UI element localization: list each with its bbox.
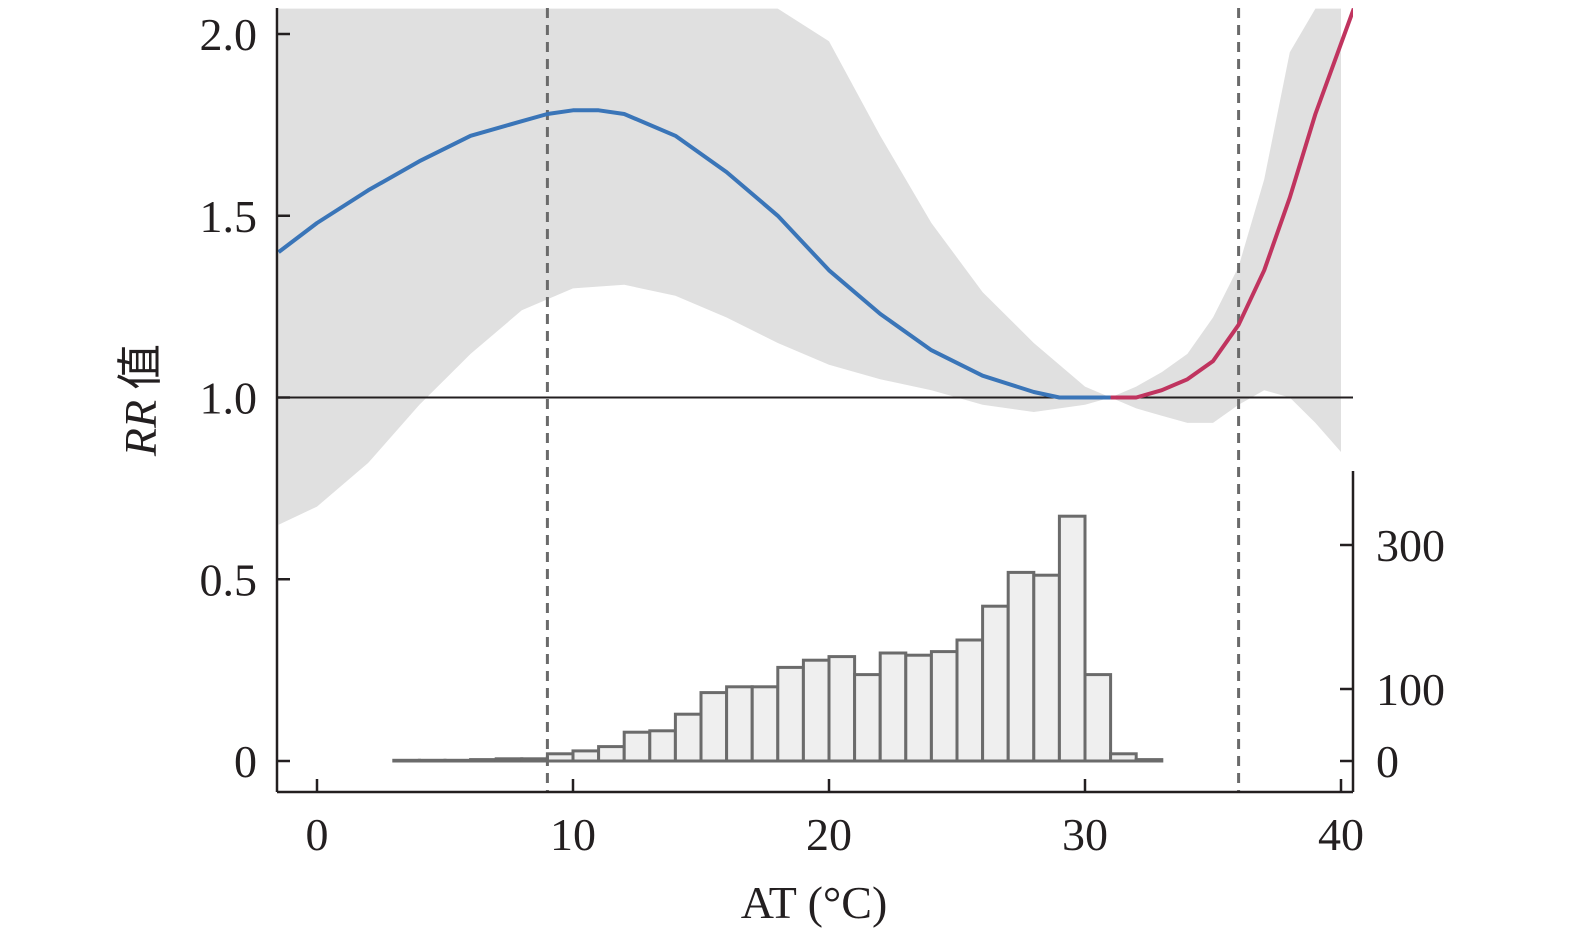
histogram-bar (904, 653, 933, 763)
histogram-bar (955, 638, 985, 763)
right-tick-label: 0 (1376, 736, 1399, 787)
histogram-bar (597, 745, 626, 763)
y-tick-label: 0 (234, 736, 257, 787)
x-axis-title: AT (°C) (741, 877, 888, 928)
histogram-bar (929, 650, 959, 763)
x-tick-label: 30 (1062, 809, 1108, 860)
histogram-bar (878, 651, 908, 763)
x-tick-label: 0 (306, 809, 329, 860)
reference-layer (277, 8, 1353, 792)
x-tick-label: 40 (1318, 809, 1364, 860)
histogram-bar (1006, 570, 1036, 763)
histogram-bar (1109, 752, 1138, 763)
y-tick-label: 1.5 (200, 191, 258, 242)
histogram-layer (392, 514, 1164, 763)
rr-curve (1110, 8, 1353, 400)
histogram-bar (725, 685, 754, 763)
histogram-bar (520, 757, 549, 763)
confidence-band-layer (278, 8, 1342, 525)
y-axis-title-italic: RR (115, 400, 166, 457)
histogram-bar (1032, 573, 1061, 763)
histogram-bar (392, 758, 421, 763)
histogram-bar (622, 730, 652, 763)
x-tick-label: 20 (806, 809, 852, 860)
histogram-bar (699, 691, 729, 763)
histogram-bar (1057, 514, 1087, 763)
histogram-bar (443, 758, 473, 763)
histogram-bar (545, 752, 575, 763)
histogram-bar (776, 665, 805, 763)
histogram-bar (1083, 673, 1113, 763)
histogram-bar (750, 685, 780, 763)
y-tick-label: 0.5 (200, 554, 258, 605)
histogram-bar (469, 758, 498, 763)
histogram-bar (981, 604, 1010, 763)
histogram-bar (494, 757, 524, 763)
x-tick-label: 10 (550, 809, 596, 860)
y-axis-title-suffix: 值 (115, 344, 166, 390)
histogram-bar (827, 655, 857, 763)
histogram-bar (801, 658, 831, 763)
right-tick-label: 100 (1376, 664, 1445, 715)
histogram-bar (571, 749, 601, 763)
histogram-bar (648, 729, 677, 763)
confidence-band (278, 8, 1342, 525)
curve-layer (277, 8, 1353, 400)
histogram-bar (417, 758, 447, 763)
histogram-bar (853, 673, 882, 763)
histogram-bar (673, 712, 703, 763)
y-axis-title: RR 值 (115, 344, 166, 457)
right-tick-label: 300 (1376, 520, 1445, 571)
y-tick-label: 1.0 (200, 373, 258, 424)
rr-curve (277, 108, 1111, 400)
histogram-bar (1134, 758, 1164, 763)
y-tick-label: 2.0 (200, 9, 258, 60)
